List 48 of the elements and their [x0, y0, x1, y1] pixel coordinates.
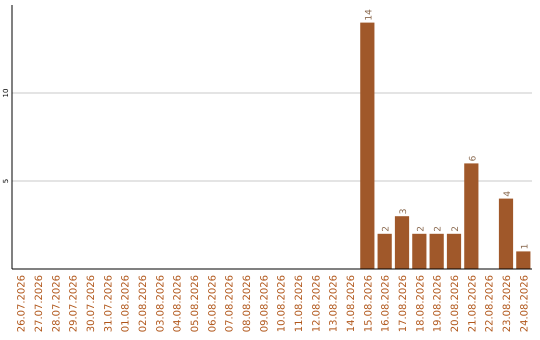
bar [378, 234, 392, 269]
x-tick-label: 24.08.2026 [519, 275, 530, 332]
x-tick-label: 10.08.2026 [276, 275, 288, 332]
bar [498, 198, 514, 269]
data-label: 4 [503, 190, 513, 197]
x-tick-label: 07.08.2026 [224, 275, 236, 332]
data-label: 1 [520, 244, 530, 250]
x-tick-label: 29.07.2026 [68, 275, 80, 332]
x-tick-label: 09.08.2026 [259, 275, 270, 332]
x-tick-label: 04.08.2026 [172, 275, 184, 332]
x-tick-label: 13.08.2026 [328, 275, 340, 332]
x-tick-label: 31.07.2026 [103, 275, 114, 332]
bar [464, 163, 478, 269]
bar [446, 234, 462, 269]
x-tick-label: 21.08.2026 [467, 275, 478, 332]
x-tick-label: 19.08.2026 [432, 275, 444, 332]
bar [394, 216, 410, 269]
x-tick-label: 08.08.2026 [242, 275, 253, 332]
x-tick-label: 22.08.2026 [484, 275, 496, 332]
x-tick-label: 17.08.2026 [398, 275, 409, 332]
x-tick-label: 01.08.2026 [120, 275, 132, 332]
data-label: 2 [434, 226, 444, 232]
data-label: 6 [468, 155, 478, 162]
x-tick-label: 18.08.2026 [415, 275, 426, 332]
x-tick-label: 23.08.2026 [502, 275, 513, 332]
x-tick-label: 27.07.2026 [34, 275, 45, 332]
data-label: 14 [364, 8, 374, 21]
bar [516, 251, 530, 269]
x-tick-label: 26.07.2026 [16, 275, 28, 332]
x-tick-label: 14.08.2026 [346, 275, 357, 332]
x-tick-label: 03.08.2026 [155, 275, 166, 332]
x-tick-label: 12.08.2026 [311, 275, 322, 332]
x-tick-label: 05.08.2026 [190, 275, 201, 332]
x-tick-label: 02.08.2026 [138, 275, 149, 332]
bar [412, 234, 426, 269]
x-tick-label: 20.08.2026 [450, 275, 461, 332]
data-label: 2 [382, 226, 392, 232]
data-label: 2 [451, 226, 461, 232]
x-tick-label: 28.07.2026 [51, 275, 62, 332]
data-label: 3 [399, 208, 409, 214]
x-tick-label: 15.08.2026 [363, 275, 374, 332]
data-label: 2 [416, 226, 426, 232]
x-tick-label: 11.08.2026 [294, 275, 305, 332]
x-tick-label: 16.08.2026 [380, 275, 392, 332]
x-tick-label: 06.08.2026 [207, 275, 218, 332]
x-tick-label: 30.07.2026 [86, 275, 97, 332]
bar [430, 234, 444, 269]
bar [360, 22, 374, 269]
